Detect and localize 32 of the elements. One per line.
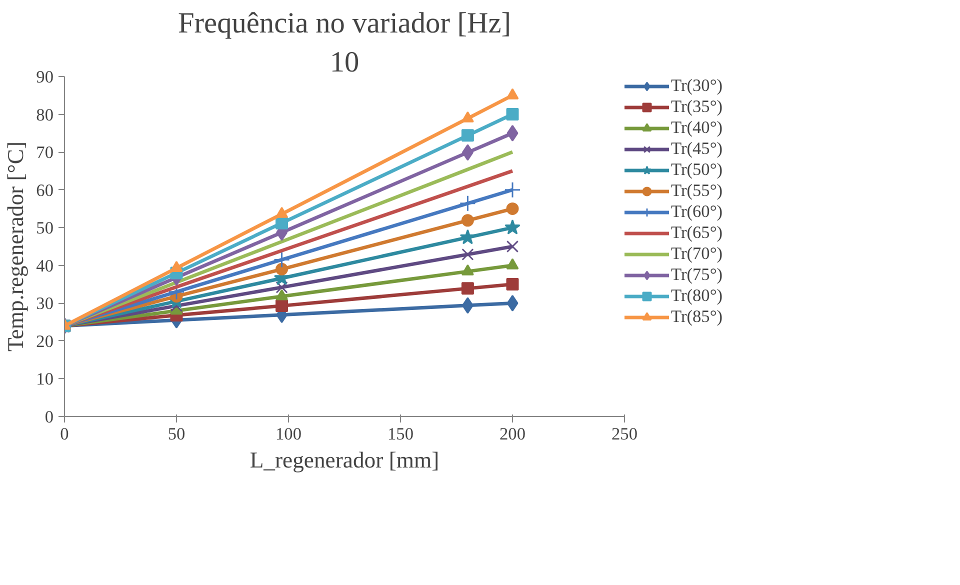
x-tick-label: 200 (500, 424, 526, 444)
y-tick-label: 0 (44, 408, 54, 426)
legend-label: Tr(50°) (671, 160, 723, 180)
x-tick-label: 100 (276, 424, 302, 444)
legend-label: Tr(40°) (671, 118, 723, 138)
y-tick-label: 30 (36, 294, 54, 314)
y-tick-label: 50 (36, 218, 54, 238)
legend-label: Tr(75°) (671, 265, 723, 285)
legend-label: Tr(60°) (671, 202, 723, 222)
y-tick-label: 90 (36, 68, 54, 86)
legend-label: Tr(70°) (671, 244, 723, 264)
x-tick-label: 150 (388, 424, 414, 444)
legend-label: Tr(35°) (671, 97, 723, 117)
legend-label: Tr(80°) (671, 286, 723, 306)
y-tick-label: 60 (36, 180, 54, 200)
x-axis-title: L_regenerador [mm] (250, 448, 440, 472)
legend-label: Tr(85°) (671, 307, 723, 327)
legend-label: Tr(65°) (671, 223, 723, 243)
legend-label: Tr(55°) (671, 181, 723, 201)
legend-label: Tr(45°) (671, 139, 723, 159)
y-tick-label: 80 (36, 105, 54, 124)
chart-title: Frequência no variador [Hz] (178, 8, 512, 40)
x-tick-label: 0 (60, 424, 69, 444)
y-tick-label: 40 (36, 256, 54, 276)
y-axis-title: Temp.regenerador [°C] (3, 141, 28, 352)
y-tick-label: 20 (36, 332, 54, 351)
x-tick-label: 250 (612, 424, 638, 444)
y-tick-label: 70 (36, 143, 54, 162)
chart-subtitle: 10 (330, 46, 360, 78)
x-tick-label: 50 (168, 424, 186, 444)
y-tick-label: 10 (36, 370, 54, 389)
legend-label: Tr(30°) (671, 76, 723, 96)
